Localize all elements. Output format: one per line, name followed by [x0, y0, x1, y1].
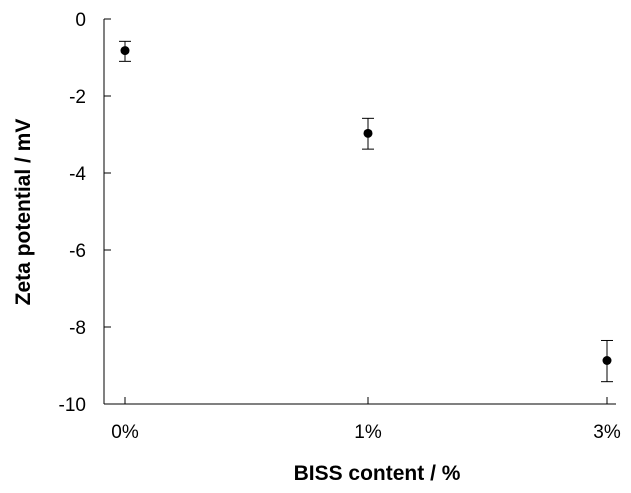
y-tick-label: -8 — [69, 318, 86, 339]
y-tick-label: -6 — [69, 241, 86, 262]
y-tick-label: -4 — [69, 164, 86, 185]
axes — [103, 19, 616, 405]
x-axis-title: BISS content / % — [294, 462, 461, 485]
y-ticks: 0 -2 -4 -6 -8 -10 — [59, 10, 111, 416]
x-ticks: 0% 1% 3% — [111, 397, 621, 443]
data-point — [120, 46, 130, 56]
y-axis-title: Zeta potential / mV — [12, 119, 35, 306]
data-point — [602, 355, 612, 365]
y-tick-label: -2 — [69, 87, 86, 108]
x-tick-label: 1% — [354, 422, 382, 443]
x-tick-label: 3% — [593, 422, 621, 443]
data-points — [119, 40, 613, 383]
x-tick-label: 0% — [111, 422, 139, 443]
y-tick-label: 0 — [75, 10, 86, 31]
y-tick-label: -10 — [59, 395, 86, 416]
data-point — [363, 128, 373, 138]
